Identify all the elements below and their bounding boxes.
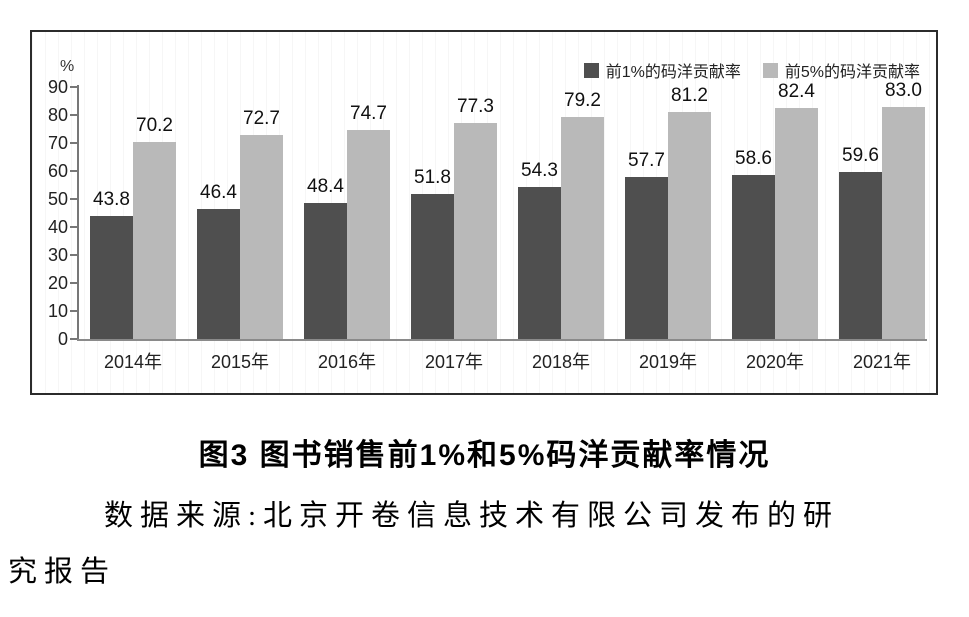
bar-value-label: 57.7 bbox=[628, 150, 665, 172]
x-axis-category-label: 2020年 bbox=[745, 352, 805, 372]
bar-top1pct bbox=[732, 174, 775, 339]
bar-top1pct bbox=[839, 172, 882, 339]
bar-top1pct bbox=[197, 209, 240, 339]
y-tick-mark bbox=[70, 254, 77, 256]
bar-value-label: 82.4 bbox=[778, 81, 815, 103]
bar-top5pct bbox=[668, 111, 711, 339]
y-tick-label: 30 bbox=[47, 245, 68, 265]
legend-item-series2: 前5%的码洋贡献率 bbox=[762, 58, 920, 82]
y-tick-mark bbox=[70, 338, 77, 340]
y-tick-mark bbox=[70, 310, 77, 312]
bar-top5pct bbox=[561, 117, 604, 339]
bar-top1pct bbox=[411, 193, 454, 339]
bar-top1pct bbox=[90, 216, 133, 339]
x-axis-category-label: 2017年 bbox=[424, 352, 484, 372]
y-tick-mark bbox=[70, 86, 77, 88]
y-axis-line bbox=[77, 85, 79, 341]
bar-top5pct bbox=[454, 122, 497, 339]
data-source-line1: 数据来源:北京开卷信息技术有限公司发布的研 bbox=[104, 500, 840, 532]
bar-value-label: 48.4 bbox=[307, 176, 344, 198]
y-tick-label: 0 bbox=[57, 329, 68, 349]
y-tick-mark bbox=[70, 198, 77, 200]
chart-panel: % 前1%的码洋贡献率 前5%的码洋贡献率 0 10 20 30 40 50 60 70 80 9… bbox=[30, 30, 938, 395]
y-tick-mark bbox=[70, 226, 77, 228]
bar-value-label: 83.0 bbox=[885, 79, 922, 101]
bar-value-label: 46.4 bbox=[200, 182, 237, 204]
y-tick-label: 50 bbox=[47, 189, 68, 209]
bar-top5pct bbox=[133, 142, 176, 339]
y-tick-label: 70 bbox=[47, 133, 68, 153]
legend-item-series1: 前1%的码洋贡献率 bbox=[583, 58, 741, 82]
x-axis-line bbox=[77, 339, 927, 341]
y-axis-unit-label: % bbox=[60, 58, 75, 75]
y-tick-mark bbox=[70, 282, 77, 284]
bar-value-label: 74.7 bbox=[350, 102, 387, 124]
bar-top5pct bbox=[775, 108, 818, 339]
bar-value-label: 77.3 bbox=[457, 95, 494, 117]
bar-value-label: 72.7 bbox=[243, 108, 280, 130]
bar-top5pct bbox=[347, 129, 390, 339]
data-source-line2: 究报告 bbox=[8, 556, 117, 588]
bar-top1pct bbox=[304, 203, 347, 339]
bar-value-label: 70.2 bbox=[136, 115, 173, 137]
x-axis-category-label: 2019年 bbox=[638, 352, 698, 372]
x-axis-category-label: 2018年 bbox=[531, 352, 591, 372]
legend: 前1%的码洋贡献率 前5%的码洋贡献率 bbox=[583, 58, 920, 82]
legend-swatch-light-icon bbox=[762, 62, 778, 78]
x-axis-category-label: 2015年 bbox=[210, 352, 270, 372]
bar-value-label: 81.2 bbox=[671, 84, 708, 106]
y-tick-label: 60 bbox=[47, 161, 68, 181]
y-tick-mark bbox=[70, 142, 77, 144]
y-tick-label: 90 bbox=[47, 77, 68, 97]
x-axis-category-label: 2021年 bbox=[852, 352, 912, 372]
bar-value-label: 59.6 bbox=[842, 145, 879, 167]
y-tick-mark bbox=[70, 170, 77, 172]
bar-value-label: 51.8 bbox=[414, 166, 451, 188]
x-axis-category-label: 2016年 bbox=[317, 352, 377, 372]
bar-top5pct bbox=[882, 106, 925, 339]
bar-value-label: 79.2 bbox=[564, 90, 601, 112]
legend-swatch-dark-icon bbox=[583, 62, 599, 78]
y-tick-mark bbox=[70, 114, 77, 116]
y-tick-label: 80 bbox=[47, 105, 68, 125]
bar-top5pct bbox=[240, 135, 283, 339]
figure-caption: 图3 图书销售前1%和5%码洋贡献率情况 bbox=[198, 439, 771, 472]
x-axis-category-label: 2014年 bbox=[103, 352, 163, 372]
y-tick-label: 40 bbox=[47, 217, 68, 237]
bar-top1pct bbox=[625, 177, 668, 339]
bar-value-label: 54.3 bbox=[521, 159, 558, 181]
bar-value-label: 43.8 bbox=[93, 189, 130, 211]
y-tick-label: 20 bbox=[47, 273, 68, 293]
legend-label-series2: 前5%的码洋贡献率 bbox=[784, 64, 920, 81]
legend-label-series1: 前1%的码洋贡献率 bbox=[605, 64, 741, 81]
bar-value-label: 58.6 bbox=[735, 147, 772, 169]
y-tick-label: 10 bbox=[47, 301, 68, 321]
bar-top1pct bbox=[518, 186, 561, 339]
